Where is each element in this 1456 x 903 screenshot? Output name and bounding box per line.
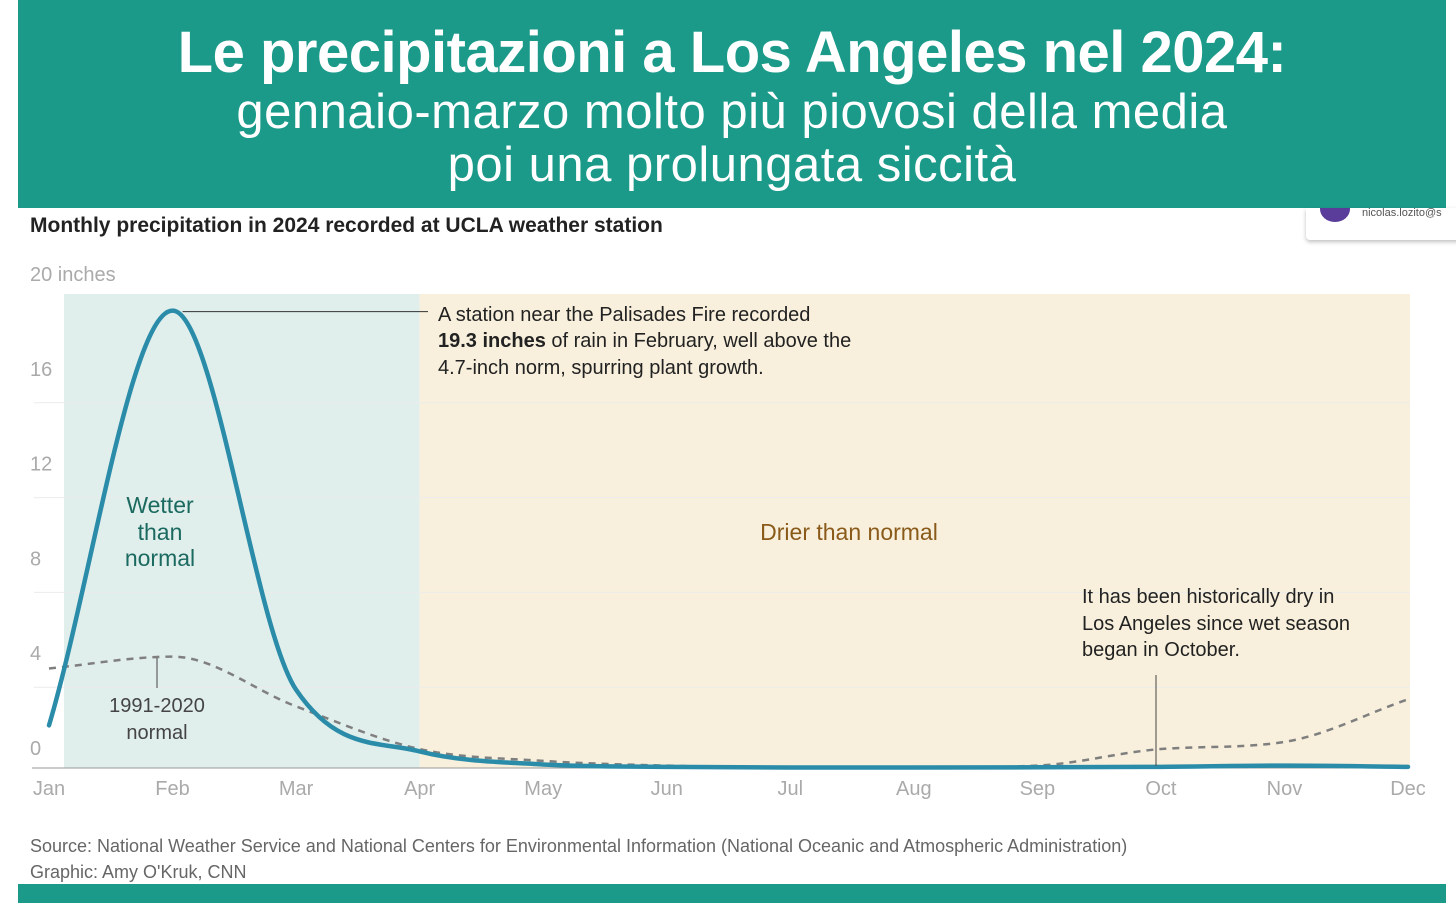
x-tick-label: May [524,778,562,800]
data-point-2024 [172,310,174,312]
series-line-2024 [46,308,1411,770]
x-tick-label: Apr [404,778,435,800]
x-tick-label: Jan [33,778,65,800]
data-point-2024 [789,767,791,769]
y-tick-label: 16 [30,359,52,381]
data-point-2024 [1407,766,1409,768]
x-tick-label: Feb [155,778,189,800]
x-tick-label: Jun [651,778,683,800]
data-point-normal [542,760,544,762]
y-tick-label: 12 [30,454,52,476]
data-point-normal [1160,748,1162,750]
oct-annotation-line-2: Los Angeles since wet season [1082,613,1350,635]
wetter-label: Wetter [126,492,194,518]
data-point-normal [48,667,50,669]
chart-annotations: A station near the Palisades Fire record… [109,304,1350,766]
data-point-2024 [1036,766,1038,768]
y-tick-label: 4 [30,643,41,665]
x-tick-label: Mar [279,778,314,800]
feb-annotation-line-2: 19.3 inches of rain in February, well ab… [438,330,851,352]
x-tick-label: Aug [896,778,932,800]
y-tick-label: 0 [30,738,41,760]
bottom-bar [18,884,1446,903]
x-tick-label: Jul [777,778,803,800]
feb-annotation-bold: 19.3 inches [438,330,546,352]
normal-label-line-1: 1991-2020 [109,695,205,717]
banner-subtitle-line-2: poi una prolungata siccità [447,138,1017,192]
feb-annotation-line-1: A station near the Palisades Fire record… [438,304,810,326]
feb-annotation-line-3: 4.7-inch norm, spurring plant growth. [438,357,764,379]
y-tick-label: 8 [30,548,41,570]
data-point-normal [172,656,174,658]
chart-title: Monthly precipitation in 2024 recorded a… [30,214,663,237]
oct-annotation-line-3: began in October. [1082,639,1240,661]
data-point-2024 [1283,765,1285,767]
data-point-2024 [542,763,544,765]
graphic-credit: Graphic: Amy O'Kruk, CNN [30,862,247,882]
series-line-normal [48,655,1409,769]
account-overlay-card[interactable]: nicolas.lozito@s [1306,208,1456,240]
data-point-2024 [913,767,915,769]
account-email: nicolas.lozito@s [1362,208,1442,219]
wetter-label: normal [125,545,195,571]
avatar[interactable] [1320,208,1350,222]
normal-label-line-2: normal [126,722,187,744]
data-point-normal [1407,698,1409,700]
source-note: Source: National Weather Service and Nat… [30,836,1128,856]
drier-label: Drier than normal [760,519,938,545]
banner-subtitle-line-1: gennaio-marzo molto più piovosi della me… [236,85,1228,139]
title-banner: Le precipitazioni a Los Angeles nel 2024… [18,0,1446,208]
oct-annotation-line-1: It has been historically dry in [1082,586,1334,608]
wetter-region [64,294,420,768]
banner-title: Le precipitazioni a Los Angeles nel 2024… [177,20,1287,85]
data-point-normal [295,705,297,707]
x-tick-label: Sep [1020,778,1056,800]
data-point-2024 [1160,766,1162,768]
data-point-2024 [419,750,421,752]
y-tick-label: 20 inches [30,264,116,286]
data-point-2024 [48,724,50,726]
y-axis-ticks: 0 4 8 12 16 20 inches [30,264,116,760]
data-point-2024 [295,689,297,691]
precipitation-chart: 0 4 8 12 16 20 inches Jan Feb Mar Apr May Jun Jul Au… [30,264,1426,800]
data-point-normal [1283,741,1285,743]
x-tick-label: Dec [1390,778,1426,800]
chart-regions [64,294,1410,768]
wetter-label: than [138,519,183,545]
x-tick-label: Oct [1145,778,1177,800]
x-tick-label: Nov [1267,778,1303,800]
chart-series [46,308,1411,770]
drier-region [419,294,1410,768]
feb-annotation-rest: of rain in February, well above the [546,330,851,352]
x-axis-ticks: Jan Feb Mar Apr May Jun Jul Aug Sep Oct Nov Dec [33,778,1426,800]
data-point-2024 [666,766,668,768]
